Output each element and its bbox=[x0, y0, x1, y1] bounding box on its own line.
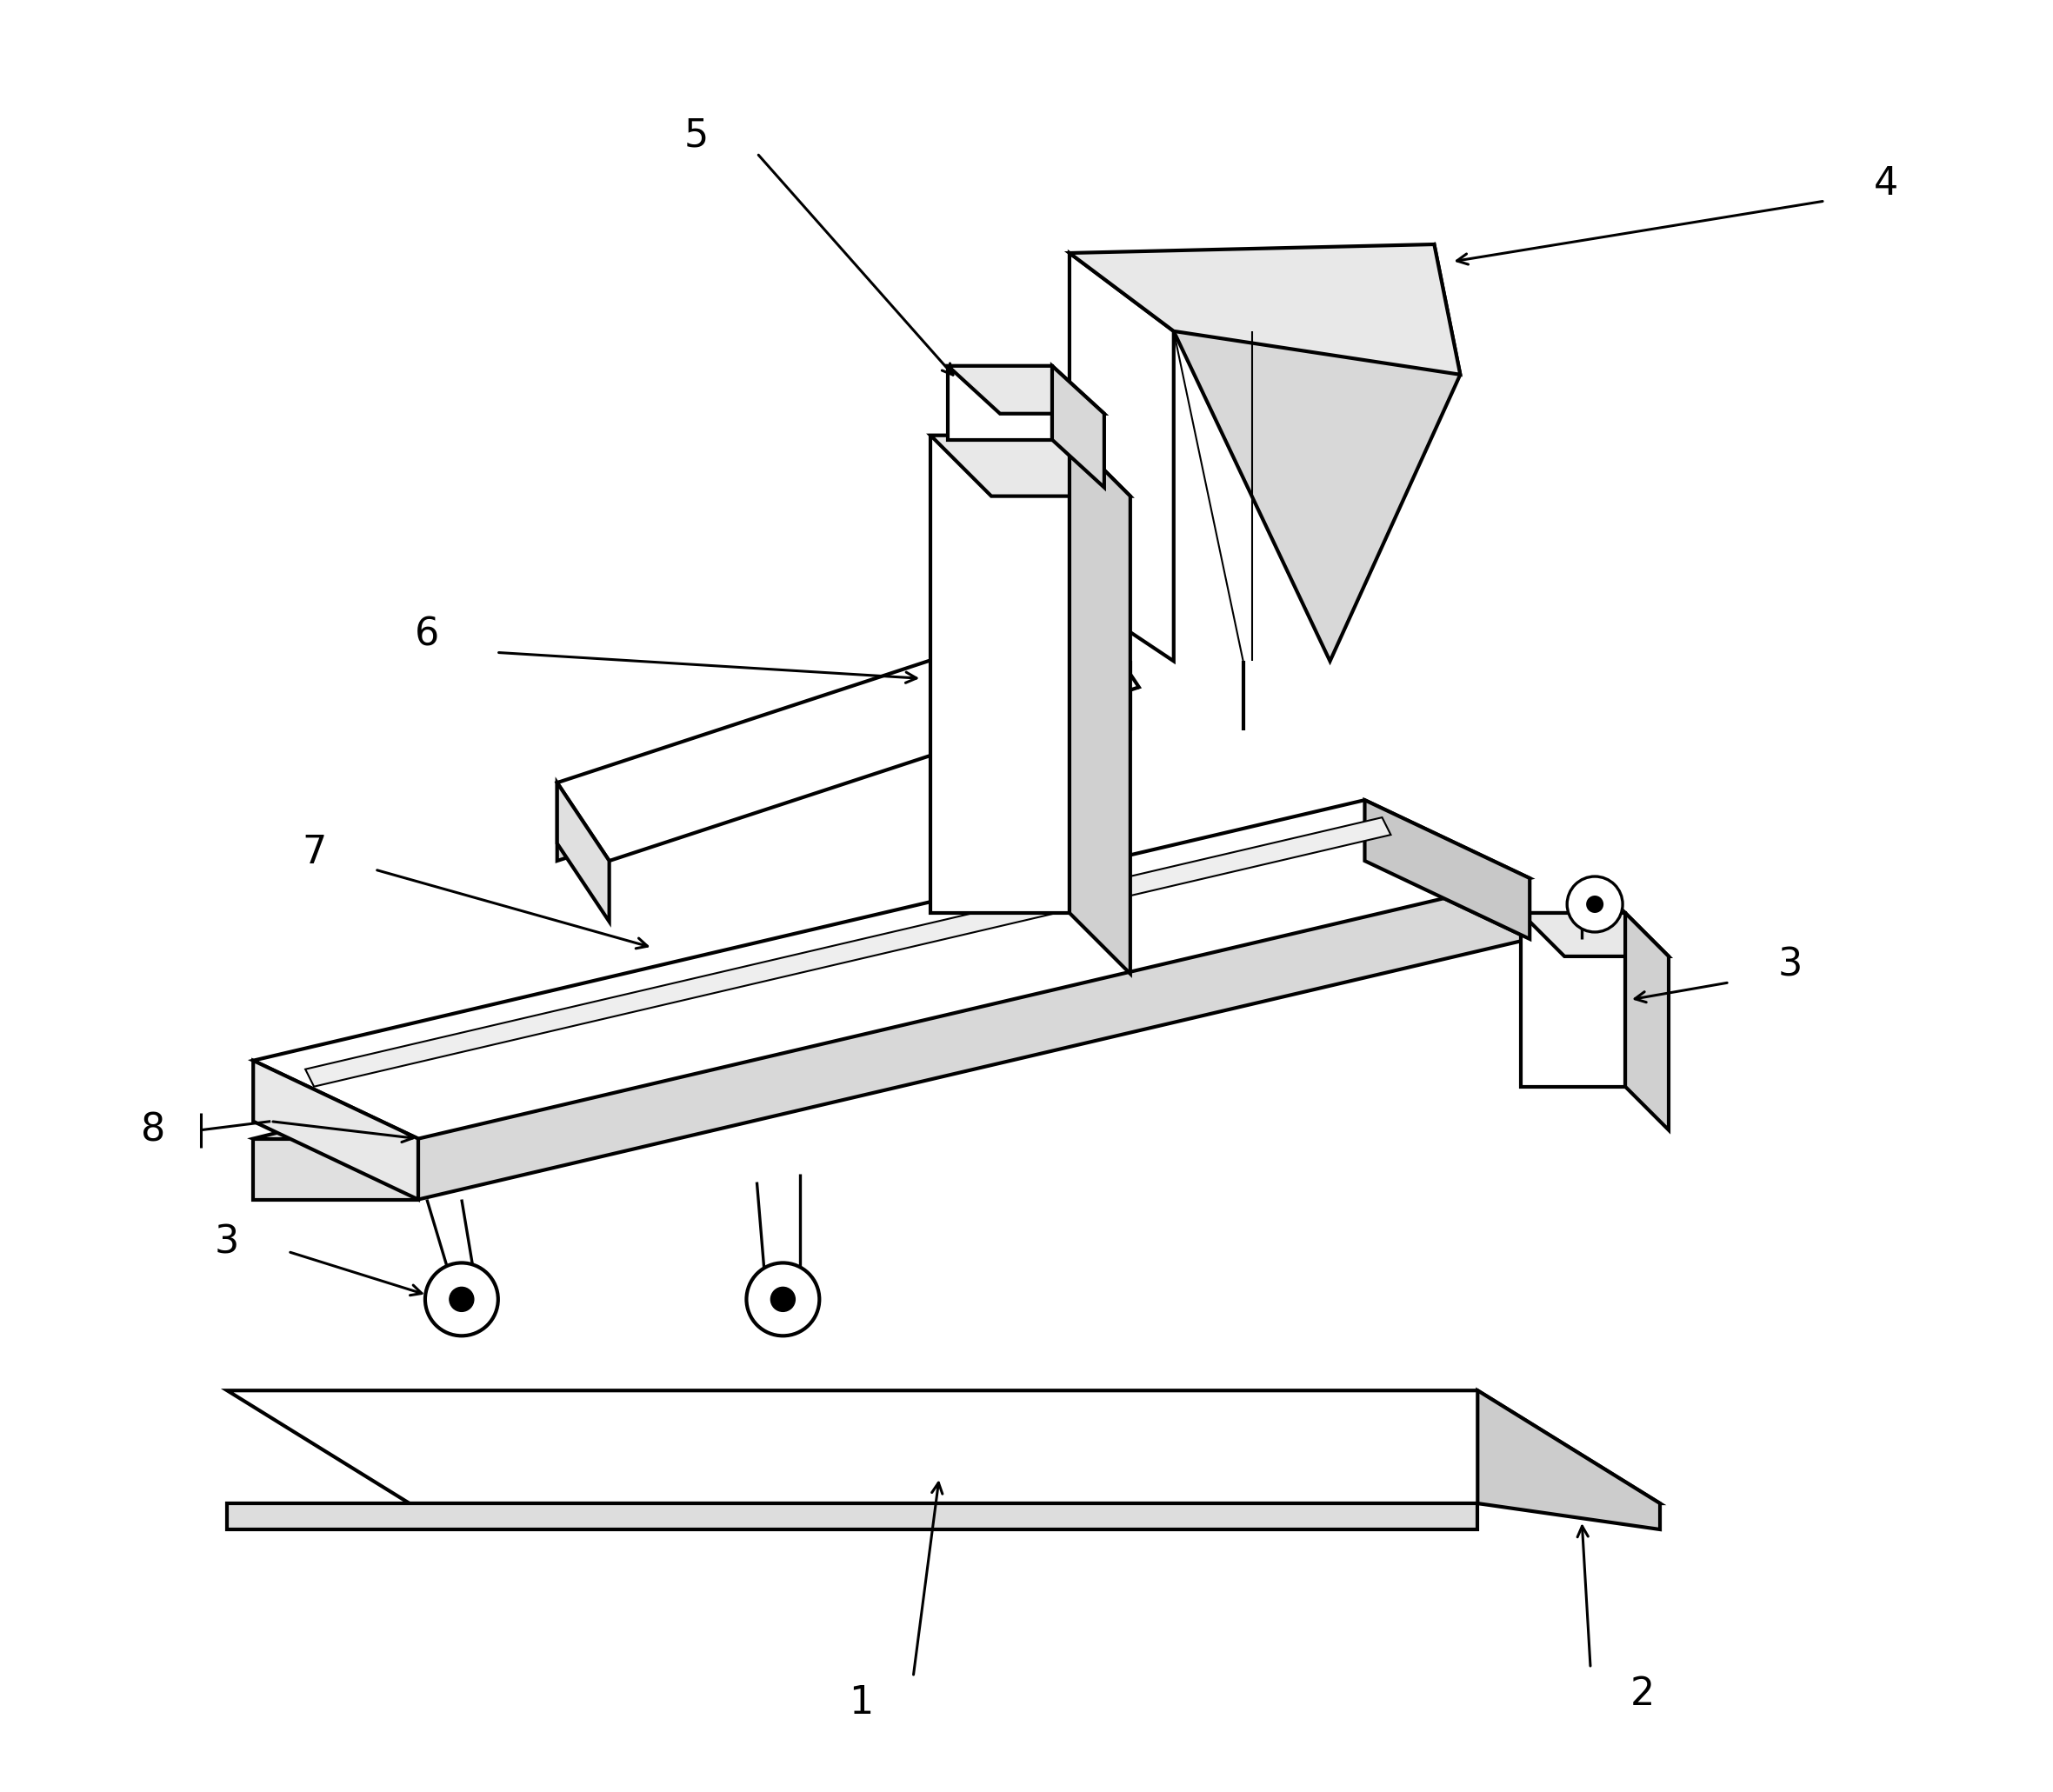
Circle shape bbox=[1587, 896, 1603, 912]
Polygon shape bbox=[228, 1503, 1478, 1529]
Polygon shape bbox=[556, 686, 1139, 860]
Text: 3: 3 bbox=[1778, 946, 1803, 984]
Polygon shape bbox=[556, 609, 1139, 860]
Circle shape bbox=[1566, 876, 1622, 932]
Polygon shape bbox=[948, 366, 1105, 414]
Text: 3: 3 bbox=[216, 1224, 240, 1262]
Text: 5: 5 bbox=[684, 116, 708, 154]
Text: 2: 2 bbox=[1630, 1676, 1655, 1713]
Polygon shape bbox=[1070, 244, 1460, 375]
Polygon shape bbox=[948, 366, 1051, 439]
Polygon shape bbox=[1365, 799, 1529, 939]
Polygon shape bbox=[306, 817, 1390, 1086]
Polygon shape bbox=[556, 783, 610, 921]
Polygon shape bbox=[253, 1061, 419, 1199]
Circle shape bbox=[425, 1263, 499, 1335]
Polygon shape bbox=[1070, 253, 1174, 661]
Polygon shape bbox=[930, 435, 1070, 912]
Polygon shape bbox=[253, 860, 1529, 1199]
Polygon shape bbox=[1070, 435, 1131, 973]
Polygon shape bbox=[1521, 912, 1669, 957]
Text: 8: 8 bbox=[142, 1111, 166, 1149]
Text: 1: 1 bbox=[848, 1684, 873, 1722]
Polygon shape bbox=[930, 435, 1131, 496]
Polygon shape bbox=[1174, 244, 1460, 661]
Text: 6: 6 bbox=[415, 616, 439, 654]
Polygon shape bbox=[228, 1391, 1661, 1503]
Circle shape bbox=[450, 1287, 474, 1312]
Circle shape bbox=[770, 1287, 795, 1312]
Polygon shape bbox=[253, 799, 1529, 1138]
Polygon shape bbox=[1626, 912, 1669, 1131]
Polygon shape bbox=[1478, 1391, 1661, 1529]
Text: 7: 7 bbox=[302, 833, 326, 871]
Polygon shape bbox=[1521, 912, 1626, 1086]
Polygon shape bbox=[253, 1138, 419, 1199]
Polygon shape bbox=[1051, 366, 1105, 487]
Circle shape bbox=[747, 1263, 819, 1335]
Text: 4: 4 bbox=[1874, 165, 1899, 202]
